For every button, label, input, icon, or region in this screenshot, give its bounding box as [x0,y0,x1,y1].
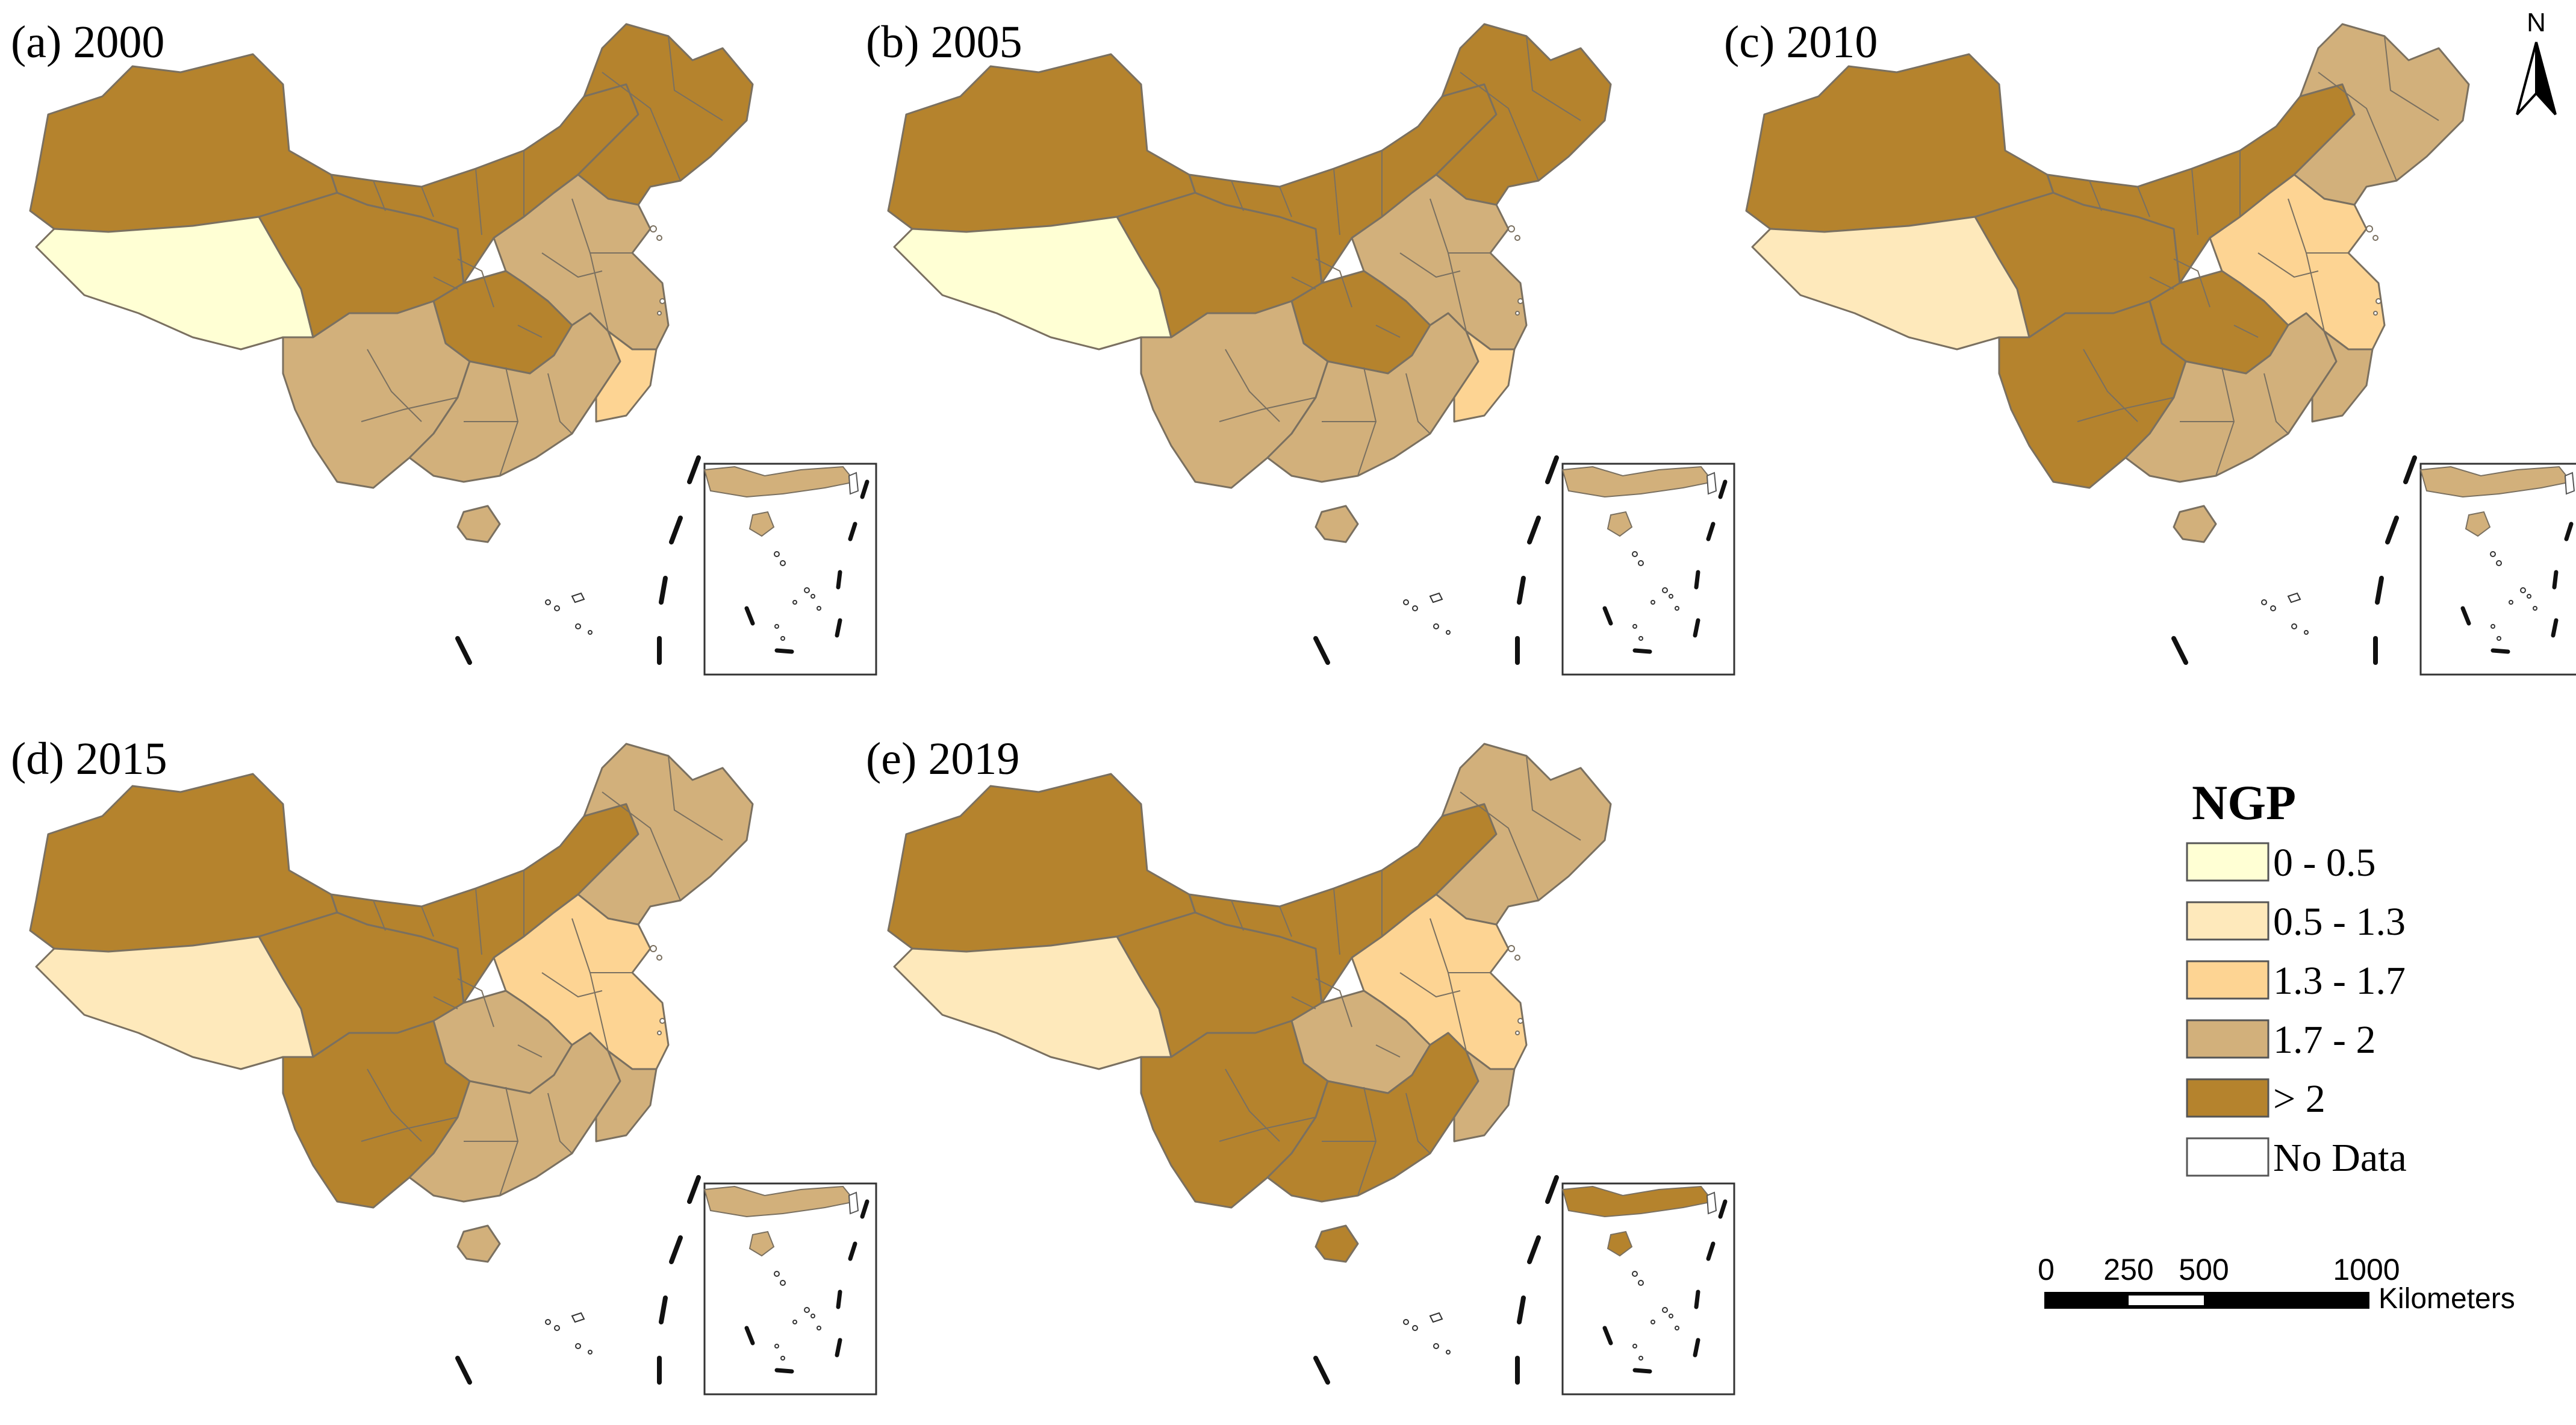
legend-label: 1.7 - 2 [2273,1018,2375,1062]
legend-label: 0.5 - 1.3 [2273,900,2406,944]
legend-swatch [2186,1137,2270,1177]
china-map [1745,23,2576,676]
scale-unit: Kilometers [2378,1283,2515,1315]
legend-label: > 2 [2273,1077,2326,1121]
legend-label: 0 - 0.5 [2273,841,2375,885]
scale-tick-label: 250 [2103,1253,2153,1286]
region-xinjiang [1745,53,2055,233]
scale-tick-label: 0 [2038,1253,2055,1286]
province-boundaries [1219,36,1581,476]
panel-label: (a) 2000 [11,17,164,67]
map-panel: (c) 2010 [1724,17,2576,676]
china-map [887,743,1735,1395]
nine-dash-line [455,1175,701,1385]
province-boundaries [2077,36,2439,476]
legend-swatch [2186,901,2270,941]
coastal-islands [1508,945,1523,1035]
region-northeast [1435,743,1612,926]
coastal-islands [1508,225,1523,316]
nine-dash-line [2171,455,2417,665]
coastal-islands [2366,225,2382,316]
region-hainan [456,505,501,543]
south-sea-islands [1403,592,1451,635]
province-boundaries [361,755,723,1196]
legend-title: NGP [2192,775,2296,830]
scale-tick-label: 500 [2179,1253,2229,1286]
region-fujian [1453,330,1516,423]
map-panel: (b) 2005 [866,17,1735,676]
province-boundaries [361,36,723,476]
south-china-sea-inset [703,1182,877,1395]
china-map [887,23,1735,676]
region-northeast [1435,23,1612,206]
region-northeast [2293,23,2470,206]
north-arrow-icon: N [2516,8,2557,116]
scale-tick-label: 1000 [2333,1253,2400,1286]
legend-label: No Data [2273,1136,2407,1180]
region-northeast [577,743,754,926]
south-sea-islands [2261,592,2309,635]
region-hainan [1314,1224,1359,1263]
map-panel: (a) 2000 [11,17,877,676]
nine-dash-line [1313,1175,1559,1385]
region-northeast [577,23,754,206]
map-panel: (e) 2019 [866,734,1735,1395]
south-china-sea-inset [1561,1182,1735,1395]
map-panel: (d) 2015 [11,734,877,1395]
coastal-islands [650,945,665,1035]
south-china-sea-inset [703,463,877,676]
panel-label: (c) 2010 [1724,17,1878,67]
south-china-sea-inset [2419,463,2576,676]
region-hainan [1314,505,1359,543]
region-xinjiang [29,773,338,953]
china-map [29,23,877,676]
nine-dash-line [455,455,701,665]
south-sea-islands [545,1312,593,1355]
north-arrow-label: N [2527,8,2546,37]
region-fujian [595,1050,658,1143]
nine-dash-line [1313,455,1559,665]
panel-label: (b) 2005 [866,17,1022,67]
legend-swatch [2186,960,2270,1000]
coastal-islands [650,225,665,316]
legend-swatch [2186,1078,2270,1118]
panel-label: (e) 2019 [866,734,1019,784]
region-fujian [595,330,658,423]
region-xinjiang [29,53,338,233]
legend-swatch [2186,842,2270,882]
region-south [1266,1032,1479,1203]
region-south [1266,312,1479,483]
south-china-sea-inset [1561,463,1735,676]
legend-label: 1.3 - 1.7 [2273,959,2406,1003]
region-xinjiang [887,53,1196,233]
province-boundaries [1219,755,1581,1196]
south-sea-islands [1403,1312,1451,1355]
map-panels: (a) 2000 [11,17,2576,1395]
region-fujian [1453,1050,1516,1143]
region-south [2124,312,2338,483]
panel-label: (d) 2015 [11,734,167,784]
region-hainan [2173,505,2217,543]
scale-bar: 0 250 500 1000 Kilometers [2038,1253,2515,1315]
region-south [408,1032,621,1203]
china-map [29,743,877,1395]
region-hainan [456,1224,501,1263]
legend-swatch [2186,1019,2270,1059]
south-sea-islands [545,592,593,635]
region-south [408,312,621,483]
region-fujian [2311,330,2374,423]
region-xinjiang [887,773,1196,953]
legend: NGP 0 - 0.5 0.5 - 1.3 1.3 - 1.7 1.7 - 2 > 2 N… [2186,775,2407,1180]
